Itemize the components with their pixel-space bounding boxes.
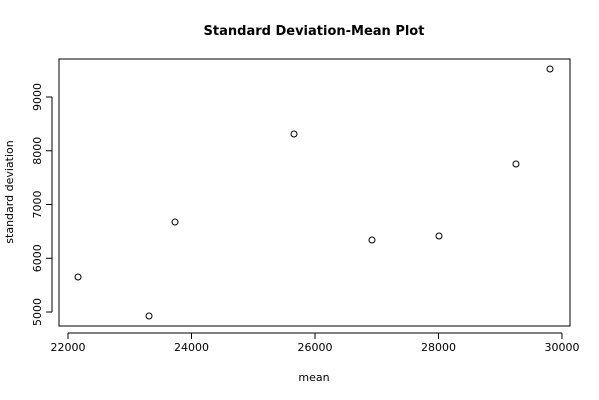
point [290,130,298,138]
point [74,273,82,281]
plot-frame [58,58,571,327]
y-tick-label: 7000 [31,191,44,219]
point [368,236,376,244]
x-tick-label: 30000 [544,341,579,354]
y-tick-label: 5000 [31,298,44,326]
y-axis-label: standard deviation [3,140,16,243]
point [512,160,520,168]
point [145,312,153,320]
point [435,232,443,240]
x-tick-label: 26000 [297,341,332,354]
y-tick-label: 8000 [31,137,44,165]
point [171,218,179,226]
x-axis-label: mean [298,371,329,384]
x-tick-label: 28000 [421,341,456,354]
y-tick-label: 6000 [31,244,44,272]
chart-title: Standard Deviation-Mean Plot [204,24,425,39]
y-tick-label: 9000 [31,83,44,111]
point [546,65,554,73]
x-tick-label: 24000 [174,341,209,354]
x-tick-label: 22000 [51,341,86,354]
